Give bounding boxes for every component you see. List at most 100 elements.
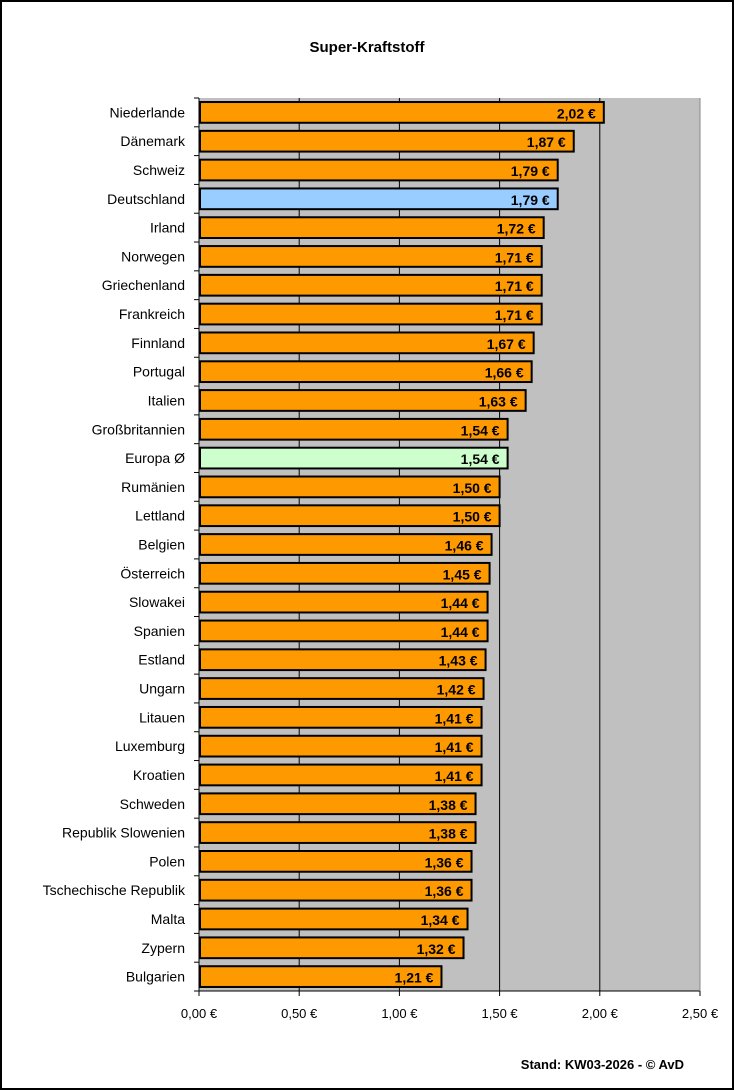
category-label: Ungarn xyxy=(139,681,185,697)
value-label: 1,32 € xyxy=(417,941,456,957)
value-label: 1,71 € xyxy=(495,249,534,265)
bar xyxy=(199,331,535,355)
bar xyxy=(199,734,483,758)
value-label: 1,67 € xyxy=(487,336,526,352)
value-label: 1,43 € xyxy=(439,653,478,669)
category-label: Zypern xyxy=(141,940,185,956)
value-label: 1,50 € xyxy=(453,509,492,525)
category-label: Irland xyxy=(150,220,185,236)
bar xyxy=(199,101,605,124)
x-tick-label: 1,00 € xyxy=(381,1006,418,1021)
value-label: 1,79 € xyxy=(511,163,550,179)
bar xyxy=(199,677,485,700)
bar xyxy=(199,446,509,470)
value-label: 1,21 € xyxy=(395,970,434,986)
bar xyxy=(199,907,469,931)
bar xyxy=(199,504,501,528)
bar xyxy=(199,389,527,412)
value-label: 1,41 € xyxy=(435,739,474,755)
category-label: Frankreich xyxy=(119,306,185,322)
bar xyxy=(199,648,487,672)
bar xyxy=(199,273,543,297)
value-label: 1,44 € xyxy=(441,624,480,640)
bar xyxy=(199,216,545,239)
category-label: Schweden xyxy=(120,796,185,812)
bar xyxy=(199,878,473,902)
value-label: 1,50 € xyxy=(453,480,492,496)
value-label: 2,02 € xyxy=(557,105,596,121)
value-label: 1,63 € xyxy=(479,393,518,409)
value-label: 1,36 € xyxy=(425,883,464,899)
x-tick-label: 2,00 € xyxy=(582,1006,619,1021)
category-label: Finnland xyxy=(131,335,185,351)
value-label: 1,71 € xyxy=(495,307,534,323)
category-label: Kroatien xyxy=(133,767,185,783)
value-label: 1,79 € xyxy=(511,192,550,208)
bar xyxy=(199,763,483,787)
bar xyxy=(199,936,465,960)
category-label: Slowakei xyxy=(129,594,185,610)
bar xyxy=(199,619,489,643)
category-label: Niederlande xyxy=(110,104,186,120)
bar xyxy=(199,533,493,556)
chart-footer: Stand: KW03-2026 - © AvD xyxy=(520,1057,684,1072)
x-tick-label: 0,50 € xyxy=(281,1006,318,1021)
bar xyxy=(199,821,477,844)
bar xyxy=(199,850,473,873)
x-tick-label: 1,50 € xyxy=(482,1006,519,1021)
category-label: Belgien xyxy=(138,537,185,553)
bar xyxy=(199,590,489,614)
x-tick-label: 0,00 € xyxy=(181,1006,218,1021)
value-label: 1,46 € xyxy=(445,538,484,554)
bar xyxy=(199,561,491,585)
bar xyxy=(199,129,575,153)
bar xyxy=(199,417,509,441)
category-label: Malta xyxy=(151,911,185,927)
value-label: 1,72 € xyxy=(497,221,536,237)
x-tick-label: 2,50 € xyxy=(682,1006,719,1021)
bar xyxy=(199,158,559,182)
value-label: 1,41 € xyxy=(435,768,474,784)
category-label: Spanien xyxy=(134,623,185,639)
bar xyxy=(199,792,477,816)
bar xyxy=(199,245,543,268)
value-label: 1,66 € xyxy=(485,365,524,381)
value-label: 1,34 € xyxy=(421,912,460,928)
value-label: 1,38 € xyxy=(429,826,468,842)
category-label: Portugal xyxy=(133,364,185,380)
category-label: Rumänien xyxy=(121,479,185,495)
category-label: Litauen xyxy=(139,709,185,725)
category-label: Bulgarien xyxy=(126,969,185,985)
bar xyxy=(199,187,559,211)
bar xyxy=(199,705,483,729)
value-label: 1,36 € xyxy=(425,854,464,870)
value-label: 1,71 € xyxy=(495,278,534,294)
value-label: 1,44 € xyxy=(441,595,480,611)
value-label: 1,41 € xyxy=(435,710,474,726)
category-label: Republik Slowenien xyxy=(62,825,185,841)
category-label: Dänemark xyxy=(120,133,186,149)
value-label: 1,54 € xyxy=(461,451,500,467)
bar xyxy=(199,302,543,326)
category-label: Luxemburg xyxy=(115,738,185,754)
value-label: 1,87 € xyxy=(527,134,566,150)
value-label: 1,54 € xyxy=(461,422,500,438)
category-label: Italien xyxy=(148,392,185,408)
value-label: 1,42 € xyxy=(437,682,476,698)
category-label: Griechenland xyxy=(102,277,185,293)
bar xyxy=(199,475,501,499)
category-label: Norwegen xyxy=(121,248,185,264)
category-label: Tschechische Republik xyxy=(43,882,186,898)
value-label: 1,38 € xyxy=(429,797,468,813)
category-label: Estland xyxy=(138,652,185,668)
category-label: Großbritannien xyxy=(92,421,185,437)
category-label: Österreich xyxy=(120,564,185,581)
bar xyxy=(199,965,443,988)
category-label: Schweiz xyxy=(133,162,185,178)
value-label: 1,45 € xyxy=(443,566,482,582)
category-label: Europa Ø xyxy=(125,450,185,466)
chart-title: Super-Kraftstoff xyxy=(309,39,425,56)
category-label: Deutschland xyxy=(107,191,185,207)
